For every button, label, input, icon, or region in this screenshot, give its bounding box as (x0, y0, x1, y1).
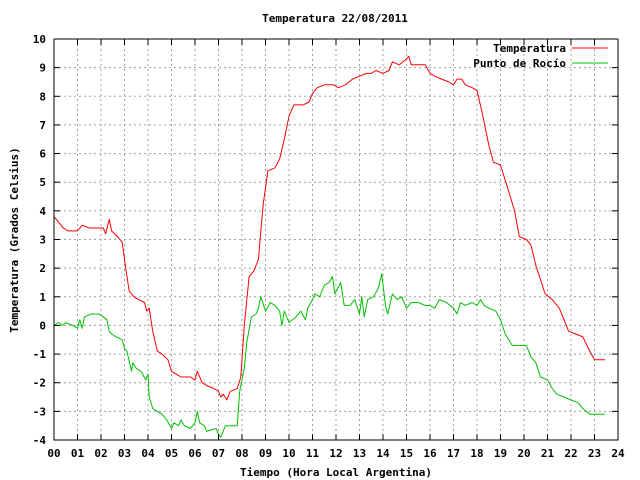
x-tick-label: 13 (353, 447, 366, 460)
series-line-temperature (53, 55, 606, 401)
x-tick-label: 07 (212, 447, 225, 460)
x-tick-label: 02 (94, 447, 107, 460)
legend-label-temperature: Temperatura (493, 42, 566, 55)
x-tick-label: 23 (588, 447, 601, 460)
series-line-dew-point (53, 273, 606, 438)
y-tick-label: -3 (33, 405, 46, 418)
y-tick-label: 3 (39, 234, 46, 247)
x-tick-label: 06 (188, 447, 202, 460)
y-tick-label: 8 (39, 90, 46, 103)
legend: Temperatura Punto de Rocío (473, 42, 608, 70)
legend-label-dew-point: Punto de Rocío (473, 57, 566, 70)
x-tick-label: 22 (564, 447, 577, 460)
y-tick-label: 9 (39, 62, 46, 75)
x-tick-label: 09 (259, 447, 272, 460)
x-tick-label: 24 (611, 447, 625, 460)
grid (54, 39, 618, 440)
x-tick-label: 20 (517, 447, 530, 460)
x-tick-label: 01 (71, 447, 85, 460)
x-tick-label: 05 (165, 447, 178, 460)
y-tick-label: 1 (39, 291, 46, 304)
y-tick-label: 7 (39, 119, 46, 132)
x-tick-label: 12 (329, 447, 342, 460)
y-tick-label: -4 (33, 434, 47, 447)
y-tick-label: 6 (39, 148, 46, 161)
x-tick-label: 16 (423, 447, 437, 460)
y-tick-label: 5 (39, 176, 46, 189)
x-tick-label: 03 (118, 447, 131, 460)
x-tick-label: 08 (235, 447, 248, 460)
y-axis-label: Temperatura (Grados Celsius) (8, 147, 21, 332)
y-tick-label: 0 (39, 319, 46, 332)
axis-ticks: 00 01 02 03 04 05 06 07 08 09 10 11 12 13 14 15 16 17 18 19… (33, 33, 625, 460)
y-tick-label: -2 (33, 377, 46, 390)
chart-title: Temperatura 22/08/2011 (262, 12, 408, 25)
y-tick-label: -1 (33, 348, 47, 361)
x-tick-label: 00 (47, 447, 60, 460)
y-tick-label: 2 (39, 262, 46, 275)
series-lines (53, 55, 606, 438)
x-tick-label: 11 (306, 447, 320, 460)
x-tick-label: 17 (447, 447, 460, 460)
x-tick-label: 10 (282, 447, 295, 460)
x-tick-label: 18 (470, 447, 483, 460)
y-tick-label: 10 (33, 33, 46, 46)
x-tick-label: 04 (141, 447, 155, 460)
x-tick-label: 14 (376, 447, 390, 460)
x-tick-label: 21 (541, 447, 555, 460)
x-axis-label: Tiempo (Hora Local Argentina) (240, 466, 432, 479)
x-tick-label: 15 (400, 447, 413, 460)
y-tick-label: 4 (39, 205, 46, 218)
x-tick-label: 19 (494, 447, 507, 460)
